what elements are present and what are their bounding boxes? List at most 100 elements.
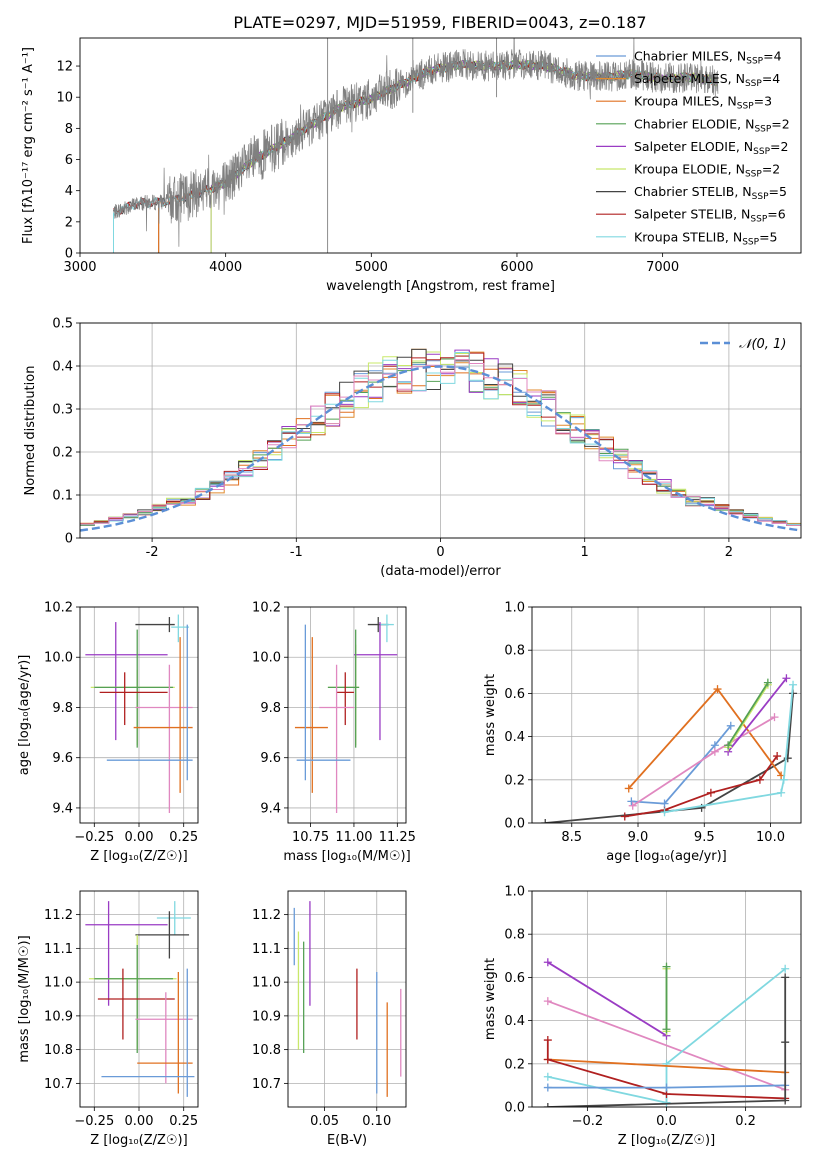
mass-weight-line: [547, 968, 786, 1104]
mass-weight-marker: [543, 1055, 552, 1064]
y-tick-label: 11.1: [44, 942, 73, 957]
y-tick-label: 0.8: [504, 928, 525, 943]
x-tick-label: 1: [581, 545, 589, 560]
mass-weight-marker: [781, 1038, 790, 1047]
age_vs_mass-xlabel: mass [log₁₀(M/M☉)]: [283, 849, 410, 864]
residual-histograms: [80, 348, 801, 532]
mass-weight-marker: [620, 812, 629, 821]
y-tick-label: 0.2: [52, 446, 73, 461]
legend-label: Chabrier MILES, NSSP=4: [634, 49, 782, 67]
mass-weight-marker: [543, 1072, 552, 1081]
x-tick-label: 10.75: [292, 830, 329, 845]
x-tick-label: 9.5: [694, 830, 715, 845]
mass-weight-marker: [710, 747, 719, 756]
y-tick-label: 6: [65, 153, 73, 168]
x-tick-label: 9.0: [628, 830, 649, 845]
y-tick-label: 11.1: [252, 942, 281, 957]
x-tick-label: −0.25: [74, 1114, 114, 1129]
mass-weight-line: [547, 1058, 786, 1074]
x-tick-label: 10.0: [756, 830, 785, 845]
mass-weight-marker: [724, 741, 733, 750]
x-tick-label: 11.00: [335, 830, 372, 845]
mass_vs_Z-points: [85, 901, 195, 1097]
y-tick-label: 10.8: [44, 1043, 73, 1058]
spectrum-lines: [113, 38, 719, 253]
y-tick-label: 0.0: [504, 817, 525, 832]
mass-weight-marker: [662, 1098, 671, 1107]
y-tick-label: 1.0: [504, 885, 525, 900]
mass-weight-marker: [726, 721, 735, 730]
legend-label: Kroupa STELIB, NSSP=5: [634, 229, 778, 247]
mass-weight-marker: [660, 808, 669, 817]
mass-weight-marker: [662, 1083, 671, 1092]
histogram-step: [80, 359, 801, 526]
mass-weight-marker: [777, 788, 786, 797]
mass-weight-line: [547, 961, 667, 1037]
mass-weight-marker: [543, 1103, 552, 1107]
massweight_vs_Z-ylabel: mass weight: [483, 958, 498, 1040]
y-tick-label: 9.8: [52, 701, 73, 716]
mass-weight-line: [546, 1040, 786, 1100]
legend-label: Salpeter MILES, NSSP=4: [634, 71, 780, 89]
x-tick-label: 0.2: [735, 1114, 756, 1129]
y-tick-label: 1.0: [504, 601, 525, 616]
mass-weight-marker: [627, 797, 636, 806]
massweight_vs_Z-xlabel: Z [log₁₀(Z/Z☉)]: [618, 1133, 715, 1148]
mass-weight-line: [628, 687, 782, 789]
x-tick-label: 2: [725, 545, 733, 560]
mass-weight-marker: [755, 775, 764, 784]
x-tick-label: 0.00: [125, 1114, 154, 1129]
y-tick-label: 0: [65, 532, 73, 547]
y-tick-label: 10.2: [252, 601, 281, 616]
x-tick-label: 0.00: [125, 830, 154, 845]
mass_vs_Z-ylabel: mass [log₁₀(M/M☉)]: [17, 935, 32, 1062]
x-tick-label: 0.25: [169, 830, 198, 845]
y-tick-label: 0.4: [52, 360, 73, 375]
mass-weight-marker: [782, 674, 791, 683]
figure-title: PLATE=0297, MJD=51959, FIBERID=0043, z=0…: [233, 13, 646, 32]
residuals-legend: 𝒩(0, 1): [700, 337, 786, 352]
x-tick-label: 0: [436, 545, 444, 560]
mass-weight-marker: [628, 801, 637, 810]
mass-weight-line: [727, 684, 769, 748]
mass-weight-marker: [781, 973, 790, 982]
age_vs_Z-ylabel: age [log₁₀(age/yr)]: [17, 655, 32, 776]
mass-weight-marker: [770, 713, 779, 722]
age_vs_Z-frame: [79, 606, 199, 824]
massweight_vs_age-ylabel: mass weight: [483, 674, 498, 756]
y-tick-label: 0.4: [504, 1014, 525, 1029]
mass-weight-marker: [660, 799, 669, 808]
legend-label: Chabrier STELIB, NSSP=5: [634, 184, 787, 202]
y-tick-label: 0.6: [504, 971, 525, 986]
massweight_vs_age-xlabel: age [log₁₀(age/yr)]: [606, 849, 727, 864]
y-tick-label: 4: [65, 184, 73, 199]
y-tick-label: 10.0: [252, 651, 281, 666]
massweight_vs_Z-lines: [543, 958, 790, 1107]
y-tick-label: 0.2: [504, 773, 525, 788]
mass-weight-line: [727, 682, 769, 746]
mass-weight-marker: [543, 1036, 552, 1045]
x-tick-label: 11.25: [379, 830, 416, 845]
y-tick-label: 10.9: [252, 1009, 281, 1024]
legend-label: Chabrier ELODIE, NSSP=2: [634, 116, 790, 134]
mass_vs_Z-xlabel: Z [log₁₀(Z/Z☉)]: [90, 1133, 187, 1148]
mass-weight-line: [545, 693, 794, 823]
x-tick-label: 7000: [646, 260, 679, 275]
y-tick-label: 10.2: [44, 601, 73, 616]
age_vs_Z-axes: −0.25 0.00 0.25 9.4 9.6 9.8 10.0 10.2 Z [log₁₀(Z…: [17, 601, 198, 865]
x-tick-label: 0.05: [310, 1114, 339, 1129]
legend-label: Kroupa ELODIE, NSSP=2: [634, 162, 780, 180]
age_vs_Z-points: [85, 614, 193, 813]
mass_vs_EBV-axes: 0.05 0.10 10.7 10.8 10.9 11.0 11.1 11.2 E(B-V): [252, 891, 406, 1148]
y-tick-label: 10.7: [252, 1077, 281, 1092]
y-tick-label: 0: [65, 247, 73, 262]
y-tick-label: 9.4: [260, 801, 281, 816]
y-tick-label: 0.0: [504, 1101, 525, 1116]
massweight_vs_Z-frame: [531, 890, 802, 1108]
mass-weight-marker: [543, 958, 552, 967]
gaussian-curve: [80, 365, 801, 532]
y-tick-label: 10.8: [252, 1043, 281, 1058]
y-tick-label: 0.2: [504, 1057, 525, 1072]
mass-weight-marker: [779, 775, 788, 784]
mass-weight-marker: [713, 685, 722, 694]
